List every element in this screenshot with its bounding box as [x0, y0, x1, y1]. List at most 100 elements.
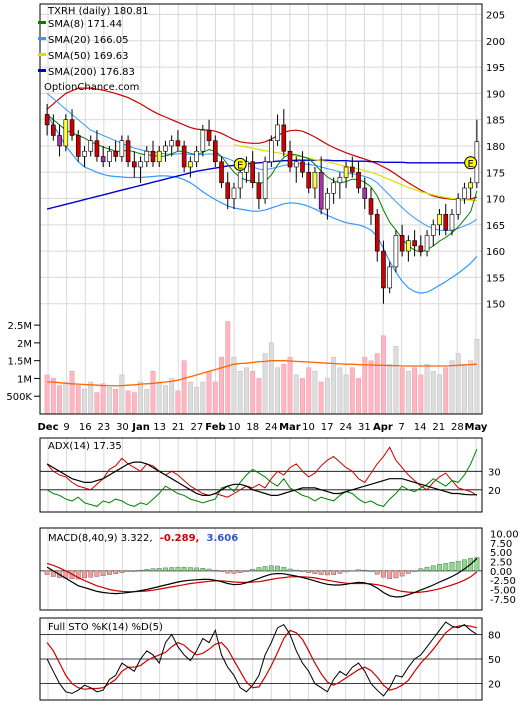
macd-histogram-bar	[318, 570, 324, 575]
macd-histogram-bar	[275, 565, 280, 572]
candle-body	[399, 235, 405, 252]
chart-grid	[40, 4, 482, 700]
volume-bar	[349, 367, 355, 415]
macd-tick-label: 0.00	[490, 567, 512, 578]
macd-tick-label: 5.00	[490, 548, 512, 559]
volume-bar	[300, 378, 305, 415]
macd-histogram-bar	[94, 570, 100, 577]
sto-title: Full STO %K(14) %D(5)	[48, 622, 163, 633]
candle-body	[169, 140, 174, 147]
macd-histogram-bar	[393, 570, 399, 579]
macd-histogram-bar	[125, 570, 131, 572]
volume-bar	[219, 356, 224, 415]
candle-body	[393, 235, 399, 268]
candle-body	[455, 198, 461, 215]
macd-histogram-bar	[138, 569, 143, 572]
x-tick-label: 21	[172, 422, 185, 433]
sto-k-line	[46, 621, 478, 697]
volume-bar	[125, 390, 131, 415]
macd-histogram-bar	[113, 570, 119, 575]
volume-bar	[194, 387, 200, 415]
macd-histogram-bar	[424, 566, 430, 572]
candle-body	[138, 161, 143, 168]
candle-body	[325, 192, 330, 210]
legend-sma20: SMA(20) 166.05	[48, 35, 129, 46]
macd-title-part-0: MACD(8,40,9) 3.322,	[48, 533, 153, 544]
macd-tick-label: -7.50	[490, 595, 516, 606]
di-plus-line	[46, 448, 478, 507]
x-tick-label: 27	[191, 422, 204, 433]
candle-body	[113, 150, 118, 157]
candle-body	[275, 124, 280, 142]
volume-bar	[374, 353, 380, 415]
macd-histogram-bar	[212, 569, 218, 572]
macd-histogram-bar	[88, 570, 94, 578]
di-minus-line	[46, 446, 478, 498]
candle-body	[387, 266, 392, 289]
adx-tick-label: 30	[488, 467, 501, 478]
volume-bar	[356, 378, 361, 415]
macd-line	[46, 558, 478, 598]
volume-bar	[430, 371, 436, 415]
macd-signal-line	[46, 562, 478, 594]
volume-bar	[412, 367, 418, 415]
candle-body	[250, 161, 255, 184]
volume-bar	[82, 388, 87, 415]
legend-sma200: SMA(200) 176.83	[48, 67, 135, 78]
candle-body	[281, 124, 287, 152]
price-panel-frame	[39, 3, 483, 415]
volume-average-line	[47, 360, 477, 387]
volume-bar	[368, 360, 374, 415]
volume-bar	[387, 363, 393, 415]
candle-body	[51, 124, 56, 136]
macd-histogram-bar	[250, 569, 256, 572]
macd-histogram-bar	[187, 567, 193, 572]
adx-title: ADX(14) 17.35	[48, 441, 122, 452]
x-tick-label: Apr	[373, 422, 393, 433]
sma20-line	[46, 93, 478, 232]
volume-bar	[150, 371, 156, 415]
price-tick-label: 205	[486, 11, 505, 22]
candle-body	[132, 161, 137, 168]
x-tick-label: 9	[63, 422, 69, 433]
macd-histogram-bar	[219, 570, 224, 572]
volume-bar	[455, 353, 461, 415]
earnings-marker-label: E	[467, 159, 473, 170]
macd-histogram-bar	[175, 566, 181, 572]
adx-panel-frame	[39, 437, 483, 513]
sma8-line	[46, 114, 478, 253]
candle-body	[418, 245, 424, 252]
volume-tick-label: 2M	[17, 339, 32, 350]
adx-tick-label: 20	[488, 486, 501, 497]
macd-histogram-bar	[337, 570, 343, 574]
macd-histogram-bar	[399, 570, 405, 577]
sto-tick-label: 80	[488, 630, 501, 641]
macd-histogram-bar	[268, 565, 274, 572]
macd-histogram-bar	[418, 568, 424, 572]
candle-body	[237, 171, 243, 189]
legend-swatch-sma50	[38, 53, 46, 56]
volume-bar	[106, 387, 112, 415]
volume-bar	[393, 346, 399, 415]
candle-body	[219, 161, 224, 184]
volume-tick-label: 1M	[17, 374, 32, 385]
volume-bar	[324, 378, 330, 415]
candle-body	[312, 171, 318, 189]
macd-histogram-bar	[100, 570, 106, 576]
price-tick-label: 200	[486, 37, 505, 48]
macd-histogram-bar	[312, 570, 318, 575]
candle-body	[424, 235, 430, 252]
macd-histogram-bar	[281, 566, 287, 572]
macd-histogram-bar	[356, 569, 361, 572]
price-tick-label: 175	[486, 168, 505, 179]
volume-bar	[461, 363, 467, 415]
candle-body	[374, 214, 380, 252]
x-tick-label: 24	[265, 422, 278, 433]
candle-body	[430, 224, 436, 236]
macd-histogram-bar	[131, 570, 137, 572]
price-tick-label: 150	[486, 300, 505, 311]
volume-bar	[100, 383, 106, 415]
volume-bar	[250, 371, 256, 415]
candle-body	[462, 187, 467, 199]
